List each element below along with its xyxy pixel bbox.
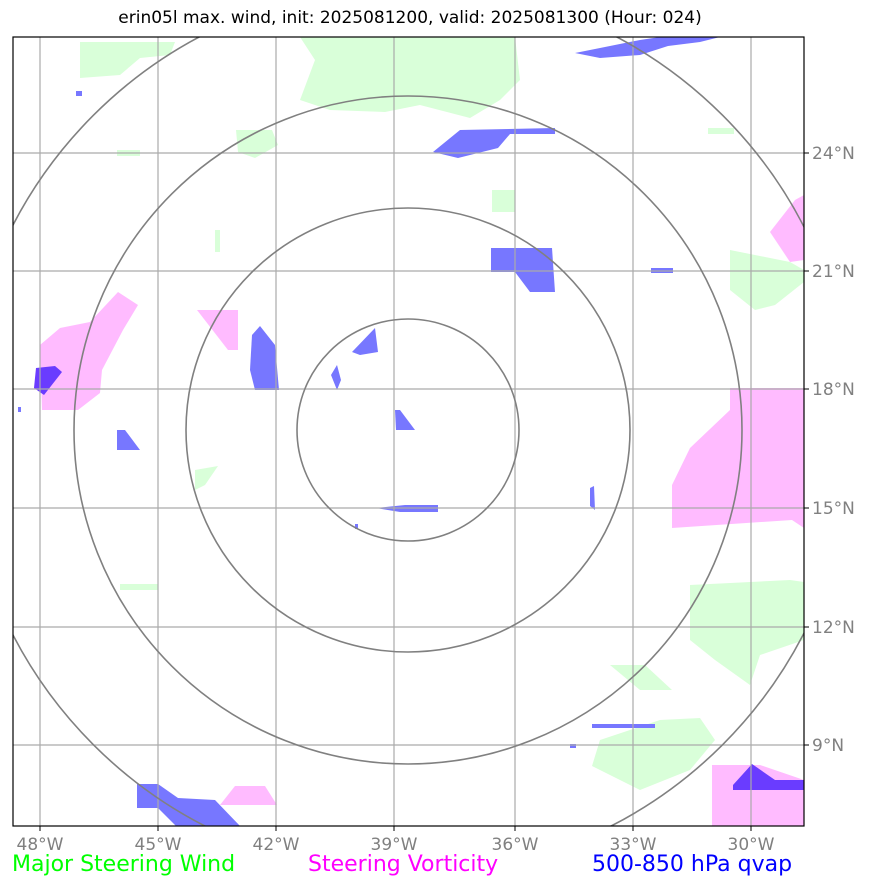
range-ring — [73, 95, 743, 765]
qvap-area — [491, 248, 555, 292]
qvap-area — [575, 37, 720, 58]
lat-label: 21°N — [812, 262, 855, 282]
lat-label: 18°N — [812, 380, 855, 400]
qvap-area — [395, 410, 415, 430]
map-title: erin05l max. wind, init: 2025081200, val… — [118, 8, 702, 28]
wind-area — [120, 584, 158, 590]
qvap-area — [331, 365, 341, 390]
qvap-area — [592, 724, 655, 728]
lat-label: 9°N — [812, 736, 844, 756]
qvap-layer — [18, 37, 720, 826]
vorticity-area — [770, 195, 804, 262]
vorticity-area — [672, 388, 804, 528]
legend-steering-wind: Major Steering Wind — [12, 852, 236, 877]
lon-label: 39°W — [371, 835, 418, 855]
wind-area — [492, 190, 515, 212]
qvap-area — [590, 486, 595, 510]
qvap-area — [76, 91, 82, 96]
qvap-area — [117, 430, 140, 450]
wind-area — [708, 128, 734, 134]
lon-label: 33°W — [610, 835, 657, 855]
plot-frame — [12, 36, 805, 827]
range-ring — [185, 207, 631, 653]
vorticity-layer — [40, 195, 804, 826]
lon-label: 36°W — [492, 835, 539, 855]
qvap-area — [18, 407, 21, 412]
wind-area — [236, 130, 278, 158]
wind-area — [300, 37, 520, 118]
legend-qvap: 500-850 hPa qvap — [592, 852, 793, 877]
lat-labels: 24°N 21°N 18°N 15°N 12°N 9°N — [812, 144, 855, 756]
qvap-area — [250, 326, 279, 390]
legend-steering-vorticity: Steering Vorticity — [308, 852, 499, 877]
qvap-area — [352, 328, 378, 355]
qvap-area — [433, 128, 555, 158]
wind-area — [610, 665, 672, 690]
wind-area — [592, 718, 715, 790]
range-ring — [296, 318, 520, 542]
wind-area — [215, 230, 220, 252]
lon-label: 42°W — [253, 835, 300, 855]
wind-area — [195, 466, 218, 490]
range-rings — [13, 37, 804, 826]
lat-label: 15°N — [812, 499, 855, 519]
lon-labels: 48°W 45°W 42°W 39°W 36°W 33°W 30°W — [17, 835, 775, 855]
vorticity-area — [197, 310, 238, 350]
overlap-area — [34, 366, 62, 395]
lon-label: 45°W — [135, 835, 182, 855]
graticule — [13, 37, 804, 826]
lat-label: 12°N — [812, 618, 855, 638]
vorticity-area — [40, 292, 138, 410]
wind-area — [730, 250, 804, 310]
wind-area — [690, 580, 804, 685]
wind-area — [80, 42, 175, 78]
vorticity-area — [220, 786, 277, 805]
lon-label: 30°W — [728, 835, 775, 855]
lat-label: 24°N — [812, 144, 855, 164]
qvap-area — [137, 784, 240, 826]
lon-label: 48°W — [17, 835, 64, 855]
tick-marks — [39, 152, 809, 831]
